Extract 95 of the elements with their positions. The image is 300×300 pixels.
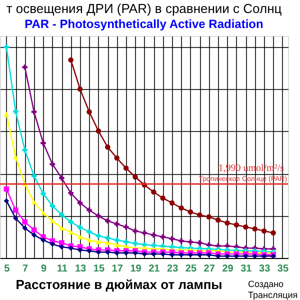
point xyxy=(178,205,184,211)
point xyxy=(234,222,240,228)
x-tick-label: 7 xyxy=(22,264,29,274)
point xyxy=(4,112,10,116)
x-tick-label: 21 xyxy=(148,264,160,274)
point xyxy=(86,207,92,213)
x-tick-label: 23 xyxy=(167,264,179,274)
point xyxy=(86,109,92,114)
x-tick-label: 25 xyxy=(185,264,197,274)
point xyxy=(50,218,56,224)
x-tick-label: 13 xyxy=(74,264,87,274)
point xyxy=(59,226,64,230)
point xyxy=(114,221,120,227)
point xyxy=(77,247,83,253)
x-tick-label: 29 xyxy=(222,264,234,274)
x-tick-label: 17 xyxy=(112,264,124,274)
point xyxy=(252,226,258,232)
point xyxy=(151,232,156,238)
point xyxy=(132,240,138,246)
x-tick-label: 9 xyxy=(40,264,47,274)
point xyxy=(188,209,194,215)
point xyxy=(114,155,120,161)
point xyxy=(169,236,175,242)
point xyxy=(151,189,156,195)
point xyxy=(123,166,129,171)
point xyxy=(206,214,212,220)
point xyxy=(31,232,37,238)
point xyxy=(178,238,184,244)
x-tick-label: 27 xyxy=(204,264,216,274)
point xyxy=(215,217,221,223)
point xyxy=(22,219,28,225)
x-tick-label: 15 xyxy=(93,264,105,274)
chart-subtitle: PAR - Photosynthetically Active Radiation xyxy=(24,17,264,31)
x-tick-label: 33 xyxy=(259,264,271,274)
point xyxy=(105,235,110,241)
point xyxy=(68,219,74,225)
x-tick-label: 35 xyxy=(277,264,289,274)
point xyxy=(12,215,18,221)
point xyxy=(77,86,83,92)
point xyxy=(68,57,74,63)
chart-title: т освещения ДРИ (PAR) в сравнении с Солнц xyxy=(6,1,282,16)
point xyxy=(105,144,110,150)
point xyxy=(86,238,92,242)
point xyxy=(132,228,138,234)
point xyxy=(142,242,148,248)
point xyxy=(224,220,230,226)
point xyxy=(169,252,175,258)
text: Создано xyxy=(248,279,284,289)
point xyxy=(12,108,18,114)
point xyxy=(12,154,18,160)
point xyxy=(132,174,138,180)
point xyxy=(22,147,28,153)
point xyxy=(86,229,92,234)
x-tick-label: 19 xyxy=(130,264,142,274)
point xyxy=(96,128,102,134)
point xyxy=(31,200,37,204)
point xyxy=(68,230,74,234)
point xyxy=(105,218,110,224)
point xyxy=(105,240,110,246)
point xyxy=(22,64,28,70)
point xyxy=(243,224,248,230)
point xyxy=(114,237,120,243)
x-axis-title: Расстояние в дюймах от лампы xyxy=(16,277,222,292)
point xyxy=(197,240,202,246)
text: Трансляция xyxy=(248,290,298,300)
x-tick-label: 11 xyxy=(56,264,68,274)
point xyxy=(40,140,46,146)
point xyxy=(40,210,46,216)
point xyxy=(12,207,18,213)
point xyxy=(123,239,129,244)
point xyxy=(22,225,28,231)
point xyxy=(114,242,120,248)
point xyxy=(59,244,64,250)
x-tick-label: 5 xyxy=(4,264,10,274)
point xyxy=(40,191,46,196)
point xyxy=(50,241,56,247)
point xyxy=(77,234,83,240)
point xyxy=(59,240,64,246)
point xyxy=(96,240,102,244)
point xyxy=(151,242,156,248)
point xyxy=(197,212,202,218)
point xyxy=(59,212,64,218)
point xyxy=(31,109,37,114)
point xyxy=(261,228,267,234)
point xyxy=(68,190,74,196)
point xyxy=(96,233,102,238)
point xyxy=(114,250,120,256)
x-tick-label: 31 xyxy=(240,264,252,274)
point xyxy=(270,230,276,236)
point xyxy=(50,162,56,167)
point xyxy=(4,198,10,204)
point xyxy=(160,234,166,240)
point xyxy=(160,195,166,201)
point xyxy=(59,175,64,181)
point xyxy=(169,200,175,206)
